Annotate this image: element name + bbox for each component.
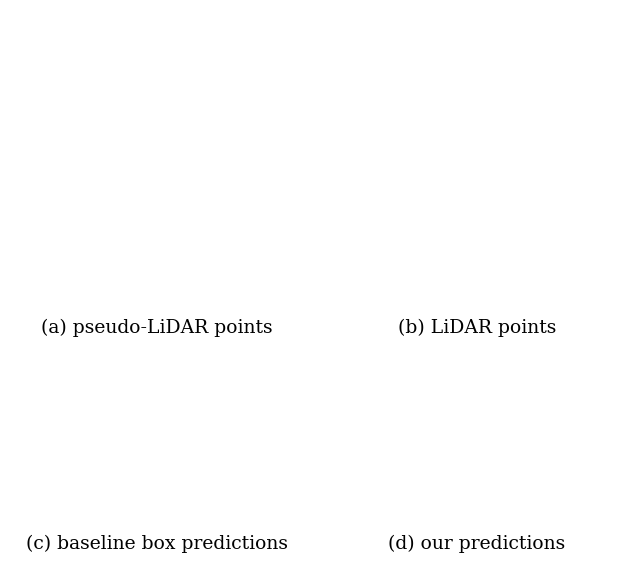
Text: (b) LiDAR points: (b) LiDAR points <box>397 319 556 337</box>
Text: (a) pseudo-LiDAR points: (a) pseudo-LiDAR points <box>41 319 273 337</box>
Text: (d) our predictions: (d) our predictions <box>388 535 565 553</box>
Text: (c) baseline box predictions: (c) baseline box predictions <box>26 535 288 553</box>
